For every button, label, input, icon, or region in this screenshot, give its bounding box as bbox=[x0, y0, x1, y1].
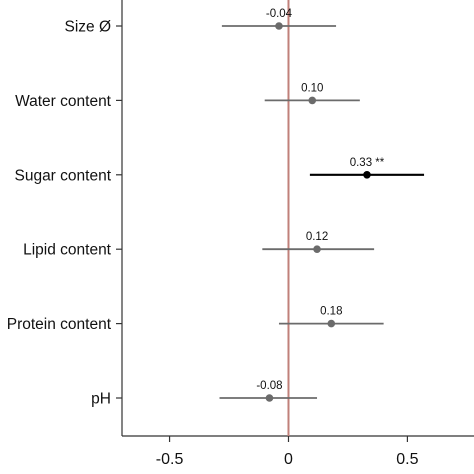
value-label: -0.04 bbox=[266, 8, 293, 20]
category-label: Sugar content bbox=[14, 167, 111, 184]
row-2: Sugar content 0.33 ** bbox=[14, 157, 425, 184]
row-3: Lipid content 0.12 bbox=[23, 231, 375, 259]
estimate-point bbox=[308, 96, 317, 105]
value-label: 0.10 bbox=[301, 82, 323, 94]
x-tick-label: 0 bbox=[284, 451, 293, 468]
value-label: 0.33 ** bbox=[350, 157, 385, 169]
value-label: 0.12 bbox=[306, 231, 328, 243]
estimate-point bbox=[275, 22, 283, 30]
value-label: 0.18 bbox=[320, 306, 342, 318]
category-label: Protein content bbox=[7, 316, 112, 333]
axes: -0.5 0 0.5 bbox=[121, 0, 474, 468]
estimate-point bbox=[313, 245, 321, 253]
rows: Size Ø -0.04 Water content 0.10 Sugar conten… bbox=[7, 8, 425, 408]
value-label: -0.08 bbox=[256, 380, 282, 392]
estimate-point bbox=[363, 171, 371, 179]
category-label: Size Ø bbox=[64, 19, 111, 36]
estimate-point bbox=[265, 394, 274, 402]
row-4: Protein content 0.18 bbox=[7, 306, 384, 333]
category-label: pH bbox=[91, 391, 111, 408]
category-label: Lipid content bbox=[23, 242, 112, 259]
x-tick-label: -0.5 bbox=[156, 451, 184, 468]
row-0: Size Ø -0.04 bbox=[64, 8, 337, 36]
row-1: Water content 0.10 bbox=[15, 82, 360, 110]
x-tick-label: 0.5 bbox=[396, 451, 418, 468]
estimate-point bbox=[327, 319, 336, 328]
category-label: Water content bbox=[15, 93, 112, 110]
row-5: pH -0.08 bbox=[91, 380, 318, 408]
